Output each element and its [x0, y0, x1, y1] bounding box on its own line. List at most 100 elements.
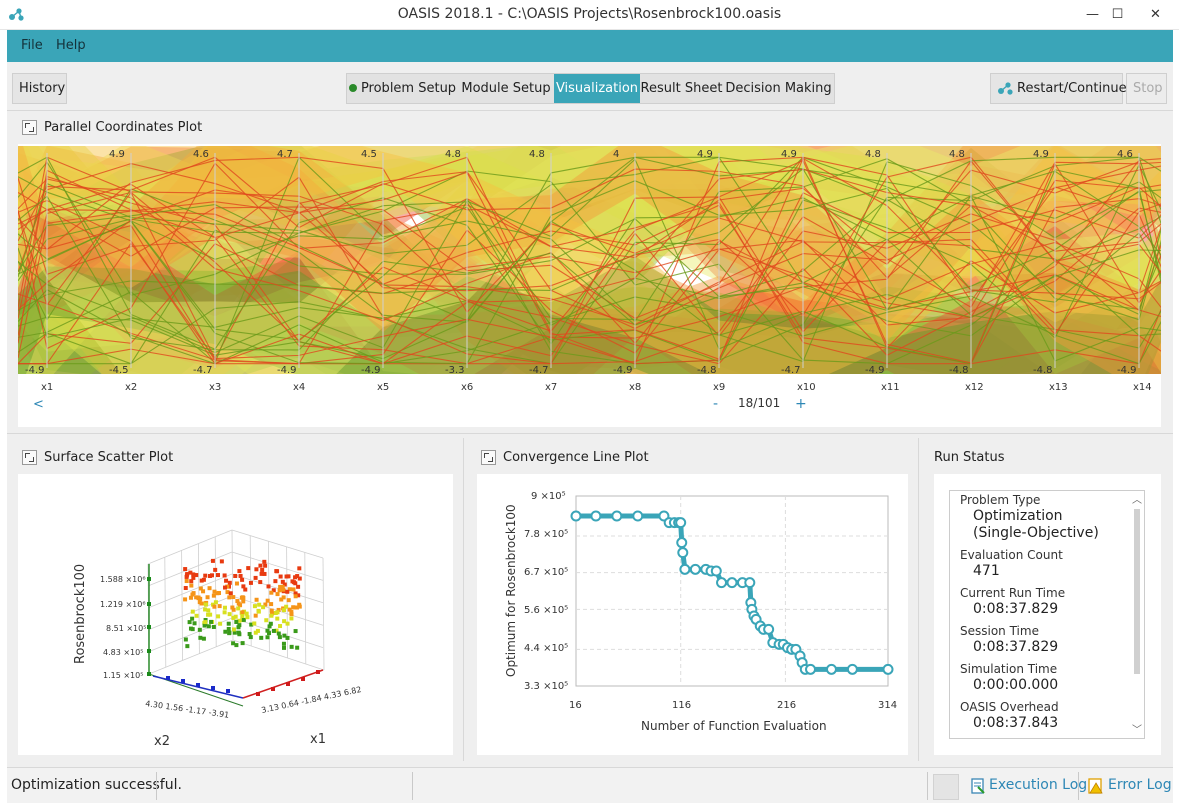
scrollbar[interactable]: ︿ ﹀ [1131, 491, 1143, 738]
tab-decision-making[interactable]: Decision Making [725, 81, 832, 96]
status-label: Simulation Time [960, 662, 1058, 676]
divider [7, 433, 1173, 434]
scatter-point [281, 641, 286, 646]
pcp-line [18, 213, 1161, 365]
scatter-point [188, 570, 193, 575]
scroll-down-icon[interactable]: ﹀ [1132, 725, 1142, 736]
pcp-line [18, 161, 1161, 365]
scatter-point [289, 616, 294, 621]
menu-help[interactable]: Help [56, 38, 86, 53]
y-axis-label: Optimum for Rosenbrock100 [504, 504, 518, 677]
minimize-button[interactable]: — [1086, 7, 1099, 22]
scatter-point [236, 606, 241, 611]
scatter-point [233, 573, 238, 578]
scatter-point [210, 602, 215, 607]
scroll-up-icon[interactable]: ︿ [1132, 495, 1142, 506]
pcp-axis-label: x10 [797, 382, 816, 393]
expand-icon[interactable] [481, 450, 496, 465]
scatter-box-edge [242, 669, 324, 699]
scatter-box-edge [164, 557, 167, 668]
scatter-point [284, 604, 289, 609]
scatter-box-edge [249, 535, 252, 647]
pcp-line [18, 170, 1161, 351]
scatter-point [248, 635, 253, 640]
pcp-prev-button[interactable]: < [33, 397, 44, 412]
divider [927, 772, 928, 800]
scatter-point [218, 621, 223, 626]
scatter-point [213, 567, 218, 572]
error-log-icon [1088, 778, 1103, 794]
scatter-point [296, 593, 301, 598]
error-log-link[interactable]: Error Log [1108, 777, 1172, 793]
scatter-point [289, 644, 294, 649]
expand-icon[interactable] [22, 450, 37, 465]
scatter-point [210, 558, 215, 563]
convergence-line-plot[interactable]: Optimum for Rosenbrock100 Number of Func… [477, 474, 908, 755]
tab-result-sheet[interactable]: Result Sheet [640, 81, 723, 96]
scatter-point [227, 580, 232, 585]
expand-icon[interactable] [22, 120, 37, 135]
pcp-max-label: 4.8 [865, 149, 881, 160]
tab-problem-setup[interactable]: Problem Setup [347, 74, 458, 103]
pcp-line [18, 208, 1161, 326]
x-axis-label: Number of Function Evaluation [641, 719, 827, 733]
scatter-point [222, 573, 227, 578]
scatter-point [271, 628, 276, 633]
pcp-axis-label: x11 [881, 382, 900, 393]
x2-axis-marker [181, 679, 185, 683]
divider [7, 110, 1173, 111]
run-status-list[interactable]: Problem Type Optimization (Single-Object… [949, 490, 1145, 739]
pcp-axis-label: x3 [209, 382, 221, 393]
y-tick: 3.3 ×10⁵ [524, 681, 568, 692]
window-title: OASIS 2018.1 - C:\OASIS Projects\Rosenbr… [397, 6, 782, 22]
pcp-max-label: 4.9 [781, 149, 797, 160]
stop-button[interactable]: Stop [1126, 73, 1167, 104]
tab-visualization[interactable]: Visualization [554, 74, 640, 103]
convergence-point [825, 663, 837, 675]
pcp-min-label: -4.7 [781, 365, 801, 376]
page-plus-button[interactable]: + [795, 396, 807, 412]
scatter-point [277, 588, 282, 593]
scatter-point [183, 597, 188, 602]
parallel-coordinates-plot[interactable]: x1-4.9x2-4.54.9x3-4.74.6x4-4.94.7x5-4.94… [0, 140, 1179, 440]
scatter-point [253, 613, 258, 618]
status-value: Optimization [973, 508, 1063, 524]
history-button[interactable]: History [12, 73, 67, 104]
scatter-point [249, 622, 254, 627]
scatter-point [192, 621, 197, 626]
pcp-title: Parallel Coordinates Plot [44, 120, 203, 135]
y-tick: 4.4 ×10⁵ [524, 643, 568, 654]
pcp-axis-label: x7 [545, 382, 557, 393]
scatter-point [201, 577, 206, 582]
convergence-point [846, 663, 858, 675]
restart-continue-button[interactable]: Restart/Continue [990, 73, 1127, 104]
scatter-point [190, 609, 195, 614]
scatter-point [244, 611, 249, 616]
scroll-thumb[interactable] [1134, 509, 1140, 674]
scatter-point [269, 613, 274, 618]
tab-module-setup[interactable]: Module Setup [461, 81, 551, 96]
scatter-point [189, 579, 194, 584]
execution-log-link[interactable]: Execution Log [989, 777, 1088, 793]
maximize-button[interactable]: ☐ [1111, 7, 1124, 22]
pcp-band [18, 207, 1161, 374]
pcp-max-label: 4.6 [193, 149, 209, 160]
surface-scatter-plot[interactable]: Rosenbrock100 1.588 ×10⁶ 1.219 ×10⁶ 8.51… [18, 474, 453, 755]
scatter-point [230, 605, 235, 610]
title-bar: OASIS 2018.1 - C:\OASIS Projects\Rosenbr… [0, 0, 1179, 30]
convergence-point [689, 563, 701, 575]
close-button[interactable]: ✕ [1150, 7, 1161, 22]
scatter-box-edge [231, 529, 234, 641]
page-minus-button[interactable]: - [713, 396, 718, 412]
menu-file[interactable]: File [21, 38, 43, 53]
scatter-point [265, 635, 270, 640]
pcp-line [18, 156, 1161, 365]
scatter-point [188, 595, 193, 600]
scatter-point [241, 595, 246, 600]
scatter-point [215, 573, 220, 578]
scatter-box-edge [232, 639, 325, 671]
pcp-band [18, 146, 1161, 370]
pcp-line [18, 156, 1161, 365]
scatter-point [254, 567, 259, 572]
pcp-band [18, 146, 1161, 374]
